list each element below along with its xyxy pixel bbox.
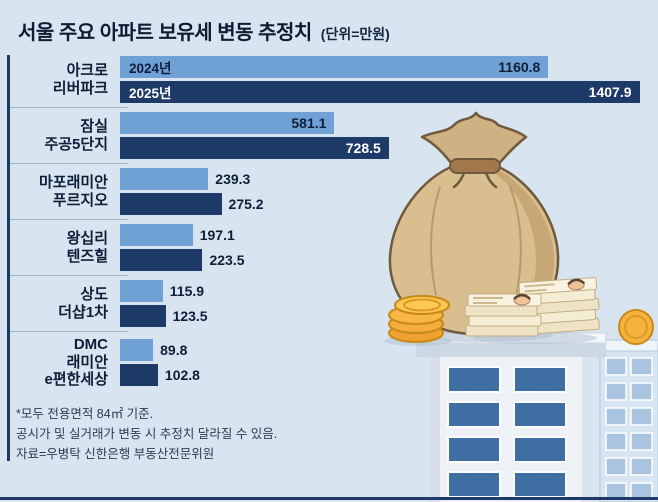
value-label: 1407.9 xyxy=(588,84,632,100)
value-label: 89.8 xyxy=(160,342,188,359)
series-label-2024: 2024년 xyxy=(129,61,172,76)
category-label: 마포래미안 푸르지오 xyxy=(38,173,108,209)
chart-group: 마포래미안 푸르지오 239.3 275.2 xyxy=(10,164,658,219)
bottom-accent-line xyxy=(0,497,658,500)
category-label: 상도 더샵1차 xyxy=(58,285,108,321)
bar-2025 xyxy=(120,193,222,215)
bar-2025: 728.5 xyxy=(120,137,389,159)
value-label: 239.3 xyxy=(215,171,251,187)
footnote-caveat: 공시가 및 실거래가 변동 시 추정치 달라질 수 있음. xyxy=(16,427,278,441)
value-label: 223.5 xyxy=(209,252,245,268)
page-title: 서울 주요 아파트 보유세 변동 추정치 xyxy=(18,22,312,44)
bar-2025 xyxy=(120,249,203,271)
bar-2024: 581.1 xyxy=(120,112,335,134)
value-label: 197.1 xyxy=(199,227,235,243)
bar-2024 xyxy=(120,339,154,362)
gold-coin-icon xyxy=(618,309,654,345)
value-label: 581.1 xyxy=(291,115,327,131)
chart-group: 잠실 주공5단지 581.1 728.5 xyxy=(10,108,658,163)
series-label-2025: 2025년 xyxy=(129,86,172,101)
category-label: 잠실 주공5단지 xyxy=(44,117,108,153)
building-right-icon xyxy=(595,339,658,502)
chart-group: 상도 더샵1차 115.9 123.5 xyxy=(10,276,658,331)
chart-group: 왕십리 텐즈힐 197.1 223.5 xyxy=(10,220,658,275)
row-divider xyxy=(10,107,128,108)
row-divider xyxy=(10,163,128,164)
bar-2024 xyxy=(120,168,209,190)
gold-coins-icon xyxy=(388,295,450,343)
category-label: DMC 래미안 e편한세상 xyxy=(44,336,108,389)
bar-2025 xyxy=(120,305,166,327)
banknote-stack-right-icon xyxy=(518,277,600,335)
footnote-source: 자료=우병탁 신한은행 부동산전문위원 xyxy=(16,447,215,461)
money-illustration xyxy=(384,111,658,502)
left-accent-line xyxy=(7,55,10,461)
value-label: 115.9 xyxy=(169,283,205,299)
value-label: 123.5 xyxy=(172,308,208,324)
title-bar: 서울 주요 아파트 보유세 변동 추정치 (단위=만원) xyxy=(18,16,390,45)
bar-2024: 2024년 1160.8 xyxy=(120,56,549,78)
bar-2025 xyxy=(120,364,158,387)
value-label: 275.2 xyxy=(228,196,264,212)
row-divider xyxy=(10,275,128,276)
chart-group: DMC 래미안 e편한세상 89.8 102.8 xyxy=(10,332,658,393)
bar-chart: 아크로 리버파크 2024년 1160.8 2025년 1407.9 xyxy=(10,52,658,393)
value-label: 1160.8 xyxy=(498,59,541,75)
row-divider xyxy=(10,331,128,332)
category-label: 아크로 리버파크 xyxy=(52,61,108,97)
bar-2024 xyxy=(120,224,193,246)
chart-group: 아크로 리버파크 2024년 1160.8 2025년 1407.9 xyxy=(10,52,658,107)
bar-2024 xyxy=(120,280,163,302)
bar-2025: 2025년 1407.9 xyxy=(120,81,640,103)
row-divider xyxy=(10,219,128,220)
value-label: 102.8 xyxy=(164,367,200,384)
unit-label: (단위=만원) xyxy=(320,26,390,42)
banknote-stack-left-icon xyxy=(464,293,542,337)
footnote-basis: *모두 전용면적 84㎡ 기준. xyxy=(16,407,154,421)
footnotes: *모두 전용면적 84㎡ 기준. 공시가 및 실거래가 변동 시 추정치 달라질… xyxy=(16,404,277,464)
value-label: 728.5 xyxy=(345,140,381,156)
category-label: 왕십리 텐즈힐 xyxy=(66,229,108,265)
